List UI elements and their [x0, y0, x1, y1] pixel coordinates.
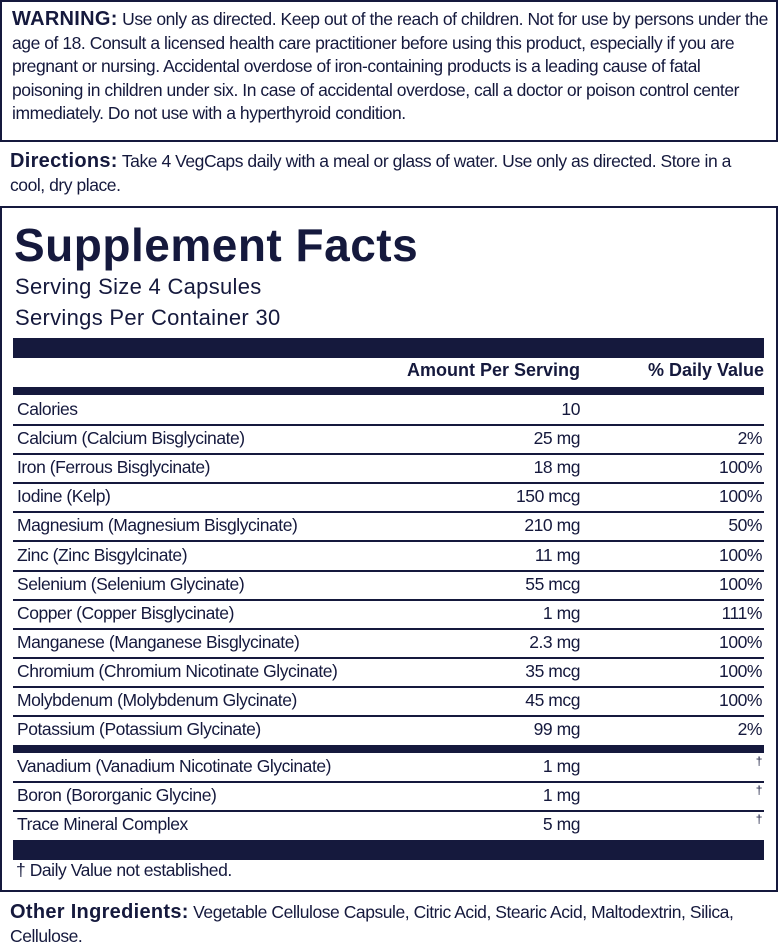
nutrient-name: Manganese (Manganese Bisglycinate)	[17, 631, 300, 652]
nutrient-name: Calories	[17, 399, 78, 419]
amount: 25 mg	[533, 428, 581, 449]
daily-value: 100%	[719, 486, 762, 507]
other-ingredients-body: Vegetable Cellulose Capsule, Citric Acid…	[10, 902, 734, 946]
directions: Directions: Take 4 VegCaps daily with a …	[10, 150, 770, 197]
table-row: Selenium (Selenium Glycinate) 55 mcg 100%	[13, 571, 764, 601]
footnote: † Daily Value not established.	[16, 860, 232, 880]
table-row: Zinc (Zinc Bisgylcinate) 11 mg 100%	[13, 542, 764, 572]
nutrient-name: Zinc (Zinc Bisgylcinate)	[17, 544, 188, 565]
servings-per-container: Servings Per Container 30	[15, 305, 281, 330]
amount: 1 mg	[542, 785, 581, 805]
header-daily-value: % Daily Value	[647, 360, 764, 380]
amount: 18 mg	[533, 457, 581, 478]
amount: 150 mcg	[516, 486, 580, 507]
nutrient-name: Selenium (Selenium Glycinate)	[17, 573, 245, 594]
other-ingredients: Other Ingredients: Vegetable Cellulose C…	[10, 900, 778, 948]
warning-label: WARNING:	[12, 8, 118, 30]
daily-value: 100%	[719, 573, 762, 594]
facts-title: Supplement Facts	[14, 219, 419, 271]
nutrient-name: Calcium (Calcium Bisglycinate)	[17, 428, 245, 449]
daily-value: 2%	[737, 719, 763, 740]
daily-value: 100%	[719, 631, 762, 652]
divider-bar	[13, 840, 764, 860]
divider-bar	[13, 338, 764, 358]
nutrient-name: Trace Mineral Complex	[17, 814, 188, 834]
daily-value: †	[755, 812, 763, 826]
divider-bar	[13, 387, 764, 395]
nutrient-name: Iron (Ferrous Bisglycinate)	[17, 457, 211, 478]
table-row: Magnesium (Magnesium Bisglycinate) 210 mg…	[13, 512, 764, 543]
supplement-facts-panel: Supplement Facts Serving Size 4 Capsules…	[0, 206, 778, 892]
table-row: Trace Mineral Complex 5 mg †	[13, 811, 764, 839]
daily-value: 100%	[719, 544, 762, 565]
directions-label: Directions:	[10, 150, 118, 172]
directions-body: Take 4 VegCaps daily with a meal or glas…	[10, 151, 731, 195]
table-row: Iron (Ferrous Bisglycinate) 18 mg 100%	[13, 454, 764, 485]
amount: 11 mg	[534, 544, 581, 565]
table-row: Potassium (Potassium Glycinate) 99 mg 2%	[13, 716, 764, 744]
amount: 1 mg	[542, 756, 581, 776]
table-row: Chromium (Chromium Nicotinate Glycinate)…	[13, 658, 764, 688]
table-row: Copper (Copper Bisglycinate) 1 mg 111%	[13, 600, 764, 630]
amount: 45 mcg	[525, 690, 580, 710]
nutrient-name: Iodine (Kelp)	[17, 486, 111, 507]
warning-box: WARNING: Use only as directed. Keep out …	[0, 0, 778, 142]
nutrient-name: Vanadium (Vanadium Nicotinate Glycinate)	[17, 756, 332, 776]
table-row: Manganese (Manganese Bisglycinate) 2.3 mg…	[13, 629, 764, 659]
table-row: Calories 10	[13, 396, 764, 426]
daily-value: 111%	[721, 602, 763, 623]
serving-size: Serving Size 4 Capsules	[15, 274, 262, 299]
nutrient-name: Potassium (Potassium Glycinate)	[17, 719, 261, 740]
nutrient-name: Copper (Copper Bisglycinate)	[17, 602, 234, 623]
daily-value: 2%	[737, 428, 763, 449]
other-ingredients-label: Other Ingredients:	[10, 901, 189, 923]
table-row: Vanadium (Vanadium Nicotinate Glycinate)…	[13, 753, 764, 783]
nutrient-name: Chromium (Chromium Nicotinate Glycinate)	[17, 660, 338, 681]
amount: 5 mg	[542, 814, 581, 834]
daily-value: 100%	[719, 690, 762, 710]
table-row: Iodine (Kelp) 150 mcg 100%	[13, 483, 764, 514]
nutrient-name: Boron (Bororganic Glycine)	[17, 785, 217, 805]
amount: 99 mg	[533, 719, 581, 740]
amount: 10	[561, 399, 580, 419]
amount: 35 mcg	[525, 660, 580, 681]
warning-text: WARNING: Use only as directed. Keep out …	[12, 8, 768, 126]
daily-value: 50%	[728, 515, 762, 536]
header-amount: Amount Per Serving	[406, 360, 580, 380]
table-row: Molybdenum (Molybdenum Glycinate) 45 mcg 1…	[13, 687, 764, 717]
table-row: Boron (Bororganic Glycine) 1 mg †	[13, 782, 764, 812]
amount: 55 mcg	[525, 573, 580, 594]
nutrient-name: Magnesium (Magnesium Bisglycinate)	[17, 515, 298, 536]
amount: 2.3 mg	[529, 631, 580, 652]
amount: 210 mg	[524, 515, 580, 536]
daily-value: 100%	[719, 660, 762, 681]
nutrient-name: Molybdenum (Molybdenum Glycinate)	[17, 690, 297, 710]
daily-value: 100%	[719, 457, 762, 478]
table-row: Calcium (Calcium Bisglycinate) 25 mg 2%	[13, 425, 764, 456]
daily-value: †	[755, 754, 763, 768]
warning-body: Use only as directed. Keep out of the re…	[12, 9, 768, 124]
divider-bar	[13, 745, 764, 753]
amount: 1 mg	[542, 602, 581, 623]
daily-value: †	[755, 783, 763, 797]
